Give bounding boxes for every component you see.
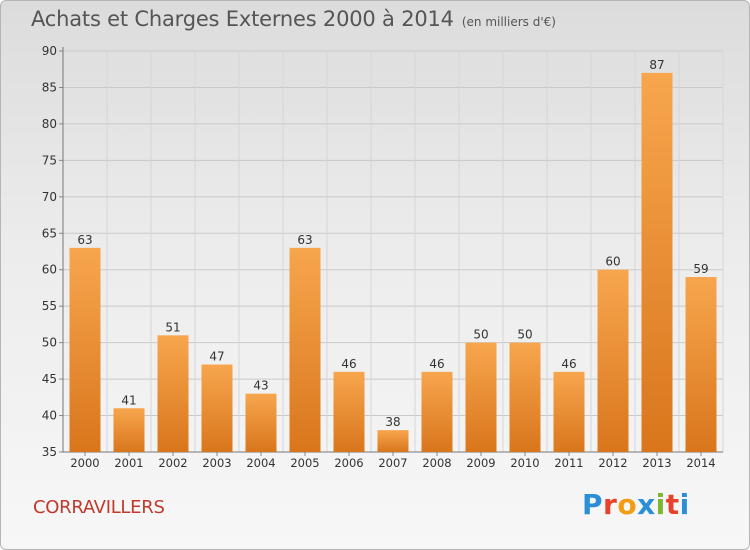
data-label: 46 xyxy=(429,357,444,371)
data-label: 51 xyxy=(165,320,180,334)
chart-title-text: Achats et Charges Externes 2000 à 2014 xyxy=(31,7,454,31)
bars xyxy=(69,72,717,452)
logo-letter: i xyxy=(655,488,666,521)
data-label: 46 xyxy=(341,357,356,371)
bar xyxy=(113,408,145,452)
logo-letter: P xyxy=(582,488,604,521)
bar xyxy=(289,247,321,452)
x-tick-label: 2004 xyxy=(246,456,275,470)
data-label: 38 xyxy=(385,415,400,429)
commune-name: CORRAVILLERS xyxy=(33,497,165,518)
y-tick-label: 40 xyxy=(42,409,57,423)
bar xyxy=(157,335,189,452)
bar xyxy=(69,247,101,452)
y-tick-label: 45 xyxy=(42,372,57,386)
data-label: 60 xyxy=(605,255,620,269)
bar xyxy=(553,371,585,452)
x-tick-label: 2008 xyxy=(422,456,451,470)
y-tick-label: 85 xyxy=(42,80,57,94)
chart-subtitle: (en milliers d'€) xyxy=(461,15,556,29)
data-label: 63 xyxy=(77,233,92,247)
x-tick-label: 2001 xyxy=(114,456,143,470)
data-label: 46 xyxy=(561,357,576,371)
x-tick-label: 2009 xyxy=(466,456,495,470)
data-label: 59 xyxy=(693,262,708,276)
x-tick-label: 2006 xyxy=(334,456,363,470)
x-tick-label: 2000 xyxy=(70,456,99,470)
labels: 63 2000 41 2001 51 2002 47 2003 43 2004 63 2005 46 20… xyxy=(70,58,715,470)
logo-letter: x xyxy=(637,488,656,521)
y-tick-label: 50 xyxy=(42,336,57,350)
data-label: 87 xyxy=(649,58,664,72)
y-tick-label: 80 xyxy=(42,117,57,131)
logo-letter: t xyxy=(665,488,680,521)
x-tick-label: 2013 xyxy=(642,456,671,470)
data-label: 50 xyxy=(473,328,488,342)
bar xyxy=(201,364,233,452)
grid-lines xyxy=(62,50,724,452)
data-label: 43 xyxy=(253,379,268,393)
x-tick-label: 2003 xyxy=(202,456,231,470)
data-label: 50 xyxy=(517,328,532,342)
bar xyxy=(333,371,365,452)
y-tick-label: 55 xyxy=(42,299,57,313)
y-tick-label: 90 xyxy=(42,44,57,58)
bar xyxy=(641,72,673,452)
y-tick-label: 75 xyxy=(42,153,57,167)
bar xyxy=(465,342,497,452)
chart-title: Achats et Charges Externes 2000 à 2014 (e… xyxy=(31,7,556,31)
x-tick-label: 2014 xyxy=(686,456,715,470)
y-tick-label: 70 xyxy=(42,190,57,204)
x-tick-label: 2007 xyxy=(378,456,407,470)
x-tick-label: 2002 xyxy=(158,456,187,470)
proxiti-logo[interactable]: Proxiti xyxy=(582,488,690,521)
logo-letter: i xyxy=(679,488,690,521)
bar xyxy=(245,393,277,452)
data-label: 47 xyxy=(209,350,224,364)
logo-letter: r xyxy=(603,488,618,521)
bar xyxy=(597,269,629,452)
bar xyxy=(685,277,717,452)
logo-letter: o xyxy=(617,488,638,521)
bar xyxy=(509,342,541,452)
data-label: 63 xyxy=(297,233,312,247)
y-tick-label: 35 xyxy=(42,445,57,459)
bar xyxy=(377,430,409,452)
data-label: 41 xyxy=(121,393,136,407)
x-tick-label: 2010 xyxy=(510,456,539,470)
y-tick-label: 65 xyxy=(42,226,57,240)
x-tick-label: 2011 xyxy=(554,456,583,470)
x-tick-label: 2012 xyxy=(598,456,627,470)
bar xyxy=(421,371,453,452)
x-tick-label: 2005 xyxy=(290,456,319,470)
y-tick-label: 60 xyxy=(42,263,57,277)
